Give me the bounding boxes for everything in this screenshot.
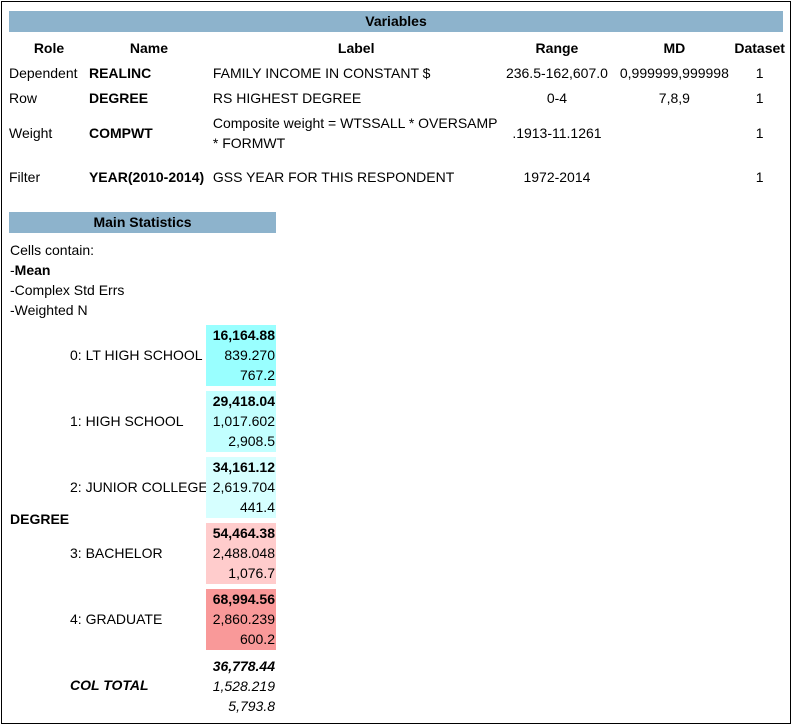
cell-mean: 16,164.88 (212, 327, 275, 343)
col-label-header: Label (337, 40, 375, 56)
table-row: Filter YEAR(2010-2014) GSS YEAR FOR THIS… (9, 155, 785, 199)
dataset-cell: 1 (755, 64, 764, 81)
table-row: Weight COMPWT Composite weight = WTSSALL… (9, 110, 785, 155)
cells-contain-se: -Complex Std Errs (10, 282, 125, 298)
statistics-cell: 34,161.12 2,619.704 441.4 (206, 457, 276, 518)
role-cell: Row (9, 89, 38, 106)
cell-se: 1,017.602 (212, 413, 275, 429)
name-cell: REALINC (88, 64, 152, 81)
col-total-label: COL TOTAL (70, 677, 149, 693)
degree-row-label: 2: JUNIOR COLLEGE (70, 479, 208, 495)
total-mean: 36,778.44 (212, 658, 275, 674)
table-row: Row DEGREE RS HIGHEST DEGREE 0-4 7,8,9 1 (9, 85, 785, 110)
cell-n: 441.4 (239, 499, 275, 515)
total-se: 1,528.219 (212, 678, 275, 694)
degree-row-label: 0: LT HIGH SCHOOL (70, 347, 203, 363)
col-name-header: Name (129, 40, 168, 56)
cell-n: 767.2 (239, 367, 275, 383)
md-cell: 0,999999,999998 (619, 64, 729, 81)
dataset-cell: 1 (755, 89, 764, 106)
label-cell: GSS YEAR FOR THIS RESPONDENT (212, 169, 455, 185)
mean-text: Mean (14, 262, 51, 278)
col-range-header: Range (535, 40, 579, 56)
role-cell: Weight (9, 124, 53, 141)
range-cell: 1972-2014 (523, 169, 591, 185)
col-dataset-header: Dataset (734, 40, 785, 56)
dash-text: - (10, 262, 15, 278)
degree-row-label: 4: GRADUATE (70, 611, 163, 627)
cells-contain-n: -Weighted N (10, 302, 88, 318)
cell-se: 839.270 (224, 347, 275, 363)
variables-header-row: Role Name Label Range MD Dataset (9, 36, 785, 60)
statistics-cell: 68,994.56 2,860.239 600.2 (206, 589, 276, 650)
table-row: Dependent REALINC FAMILY INCOME IN CONST… (9, 60, 785, 85)
cell-n: 600.2 (239, 631, 275, 647)
cells-contain-label: Cells contain: (10, 242, 95, 258)
md-cell: 7,8,9 (658, 89, 690, 106)
name-cell: DEGREE (88, 89, 149, 106)
dataset-cell: 1 (755, 124, 764, 141)
role-cell: Dependent (9, 64, 78, 81)
cell-mean: 68,994.56 (212, 591, 275, 607)
cell-mean: 34,161.12 (212, 459, 275, 475)
dataset-cell: 1 (755, 169, 764, 185)
cell-se: 2,860.239 (212, 611, 275, 627)
cell-mean: 54,464.38 (212, 525, 275, 541)
cell-se: 2,488.048 (212, 545, 275, 561)
label-cell: FAMILY INCOME IN CONSTANT $ (212, 64, 431, 81)
main-statistics-header: Main Statistics (9, 212, 276, 233)
name-cell: COMPWT (88, 124, 153, 141)
variables-header: Variables (9, 11, 783, 32)
cell-se: 2,619.704 (212, 479, 275, 495)
range-cell: 0-4 (546, 89, 568, 106)
name-cell: YEAR(2010-2014) (88, 169, 205, 185)
row-variable-label: DEGREE (10, 511, 70, 527)
role-cell: Filter (9, 169, 41, 185)
cells-contain-mean: -Mean (10, 260, 50, 280)
col-total-cell: 36,778.44 1,528.219 5,793.8 (206, 656, 276, 717)
range-cell: .1913-11.1261 (512, 124, 602, 141)
variables-table: Role Name Label Range MD Dataset Depende… (9, 36, 785, 199)
cell-mean: 29,418.04 (212, 393, 275, 409)
md-cell (614, 155, 734, 199)
md-cell (614, 110, 734, 155)
range-cell: 236.5-162,607.0 (505, 64, 608, 81)
cell-n: 1,076.7 (228, 565, 275, 581)
col-role-header: Role (33, 40, 65, 56)
total-n: 5,793.8 (228, 698, 275, 714)
degree-row-label: 3: BACHELOR (70, 545, 163, 561)
statistics-cell: 54,464.38 2,488.048 1,076.7 (206, 523, 276, 584)
statistics-cell: 16,164.88 839.270 767.2 (206, 325, 276, 386)
cell-n: 2,908.5 (228, 433, 275, 449)
degree-row-label: 1: HIGH SCHOOL (70, 413, 184, 429)
label-cell: RS HIGHEST DEGREE (212, 89, 362, 106)
col-md-header: MD (663, 40, 686, 56)
label-cell: Composite weight = WTSSALL * OVERSAMP * … (212, 114, 498, 151)
statistics-cell: 29,418.04 1,017.602 2,908.5 (206, 391, 276, 452)
